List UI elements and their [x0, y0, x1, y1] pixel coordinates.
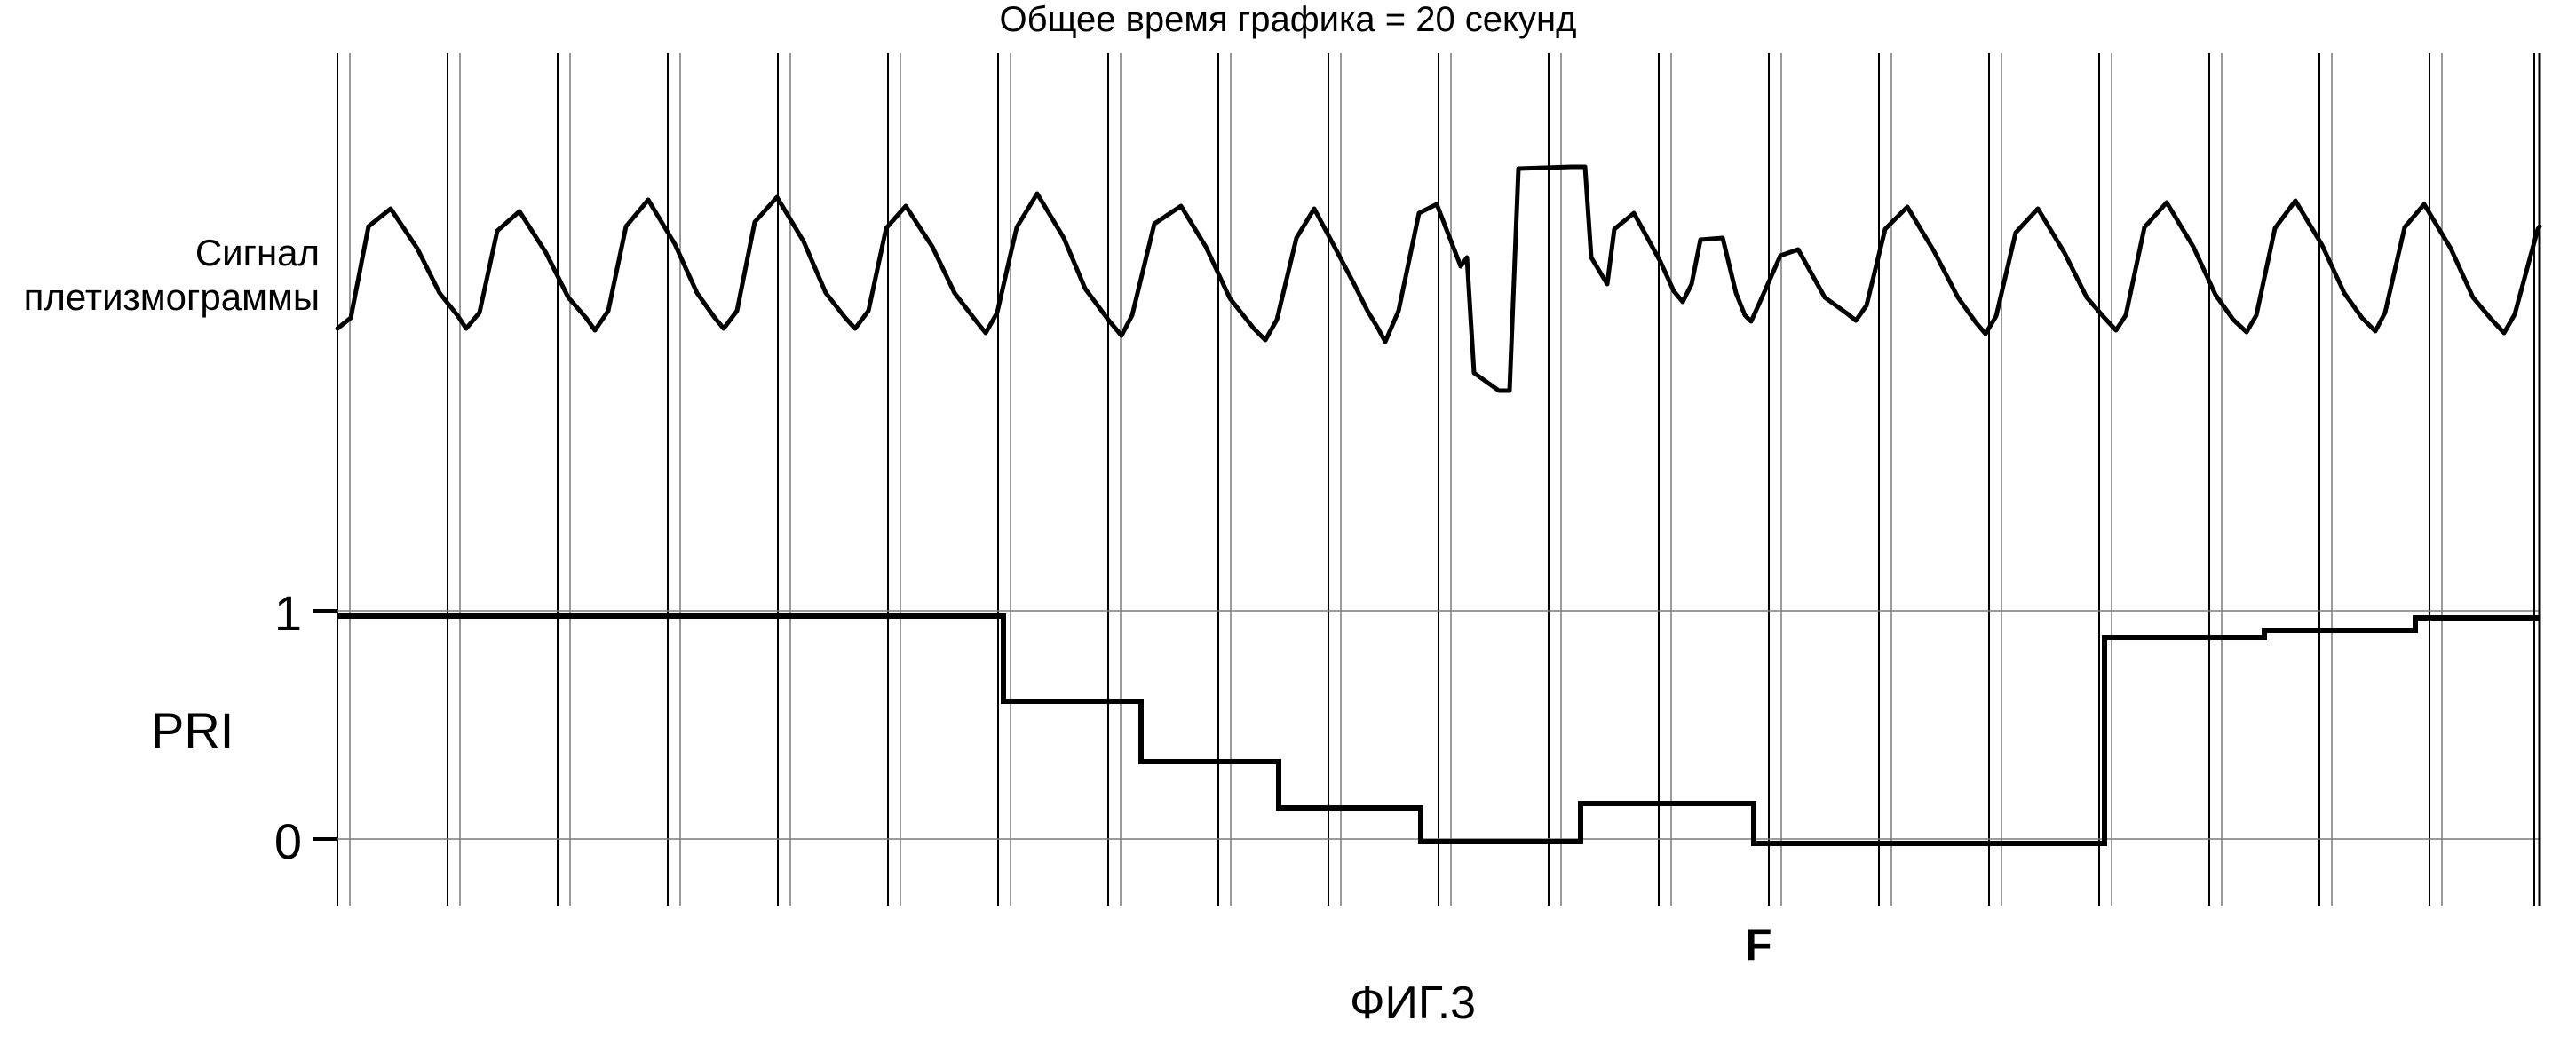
chart-svg [0, 0, 2576, 1037]
figure-page: Общее время графика = 20 секунд Сигнал п… [0, 0, 2576, 1037]
